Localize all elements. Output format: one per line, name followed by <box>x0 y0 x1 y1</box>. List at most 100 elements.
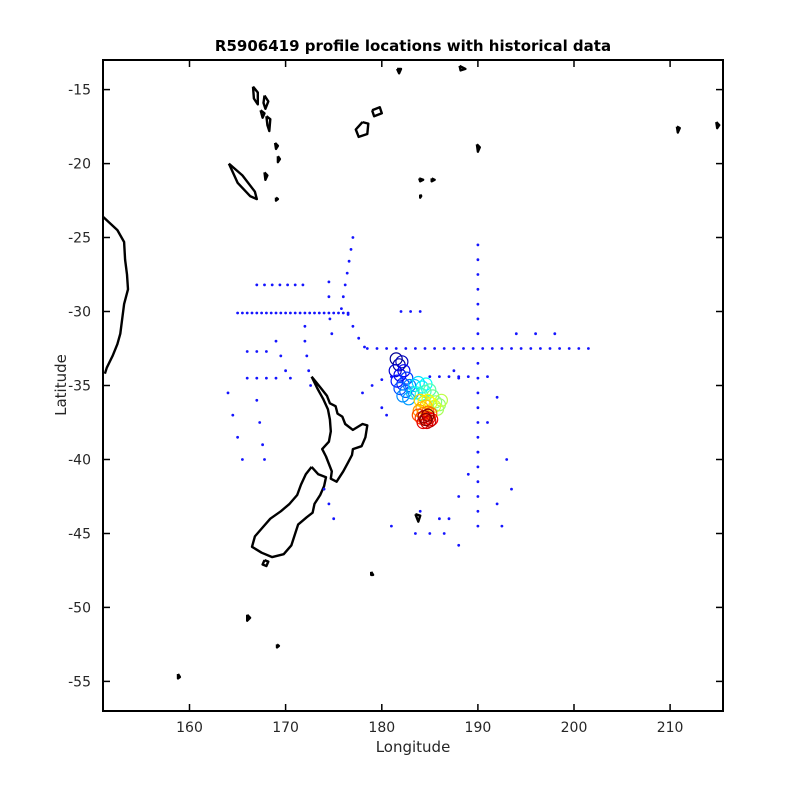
historical-profile-point <box>261 443 264 447</box>
historical-profile-point <box>414 532 417 535</box>
float-profile-marker <box>416 415 430 430</box>
historical-profile-point <box>279 311 283 315</box>
historical-profile-point <box>510 487 513 491</box>
historical-profile-point <box>260 311 263 315</box>
historical-profile-point <box>476 243 480 247</box>
float-profile-marker <box>403 378 417 393</box>
historical-profile-point <box>231 413 235 417</box>
historical-profile-point <box>476 258 480 262</box>
coastline <box>414 513 422 523</box>
historical-profile-point <box>279 354 283 358</box>
historical-profile-point <box>270 283 274 287</box>
historical-profile-point <box>349 248 353 251</box>
historical-profile-point <box>558 347 561 350</box>
coastline <box>227 162 258 201</box>
historical-profile-point <box>307 369 311 373</box>
historical-profile-point <box>241 458 244 461</box>
coastline <box>475 143 481 153</box>
historical-profile-point <box>289 311 292 315</box>
historical-profile-point <box>510 347 513 350</box>
historical-profile-point <box>269 311 273 315</box>
coastline <box>276 155 282 164</box>
historical-profile-point <box>236 311 240 315</box>
historical-profile-point <box>226 391 230 395</box>
historical-profile-point <box>363 345 366 349</box>
historical-profile-point <box>263 283 266 287</box>
float-profile-marker <box>395 355 409 369</box>
historical-profile-point <box>404 347 408 350</box>
historical-profile-point <box>274 376 278 380</box>
x-axis-label: Longitude <box>376 738 451 756</box>
historical-profile-point <box>466 472 470 476</box>
historical-profile-point <box>255 350 259 353</box>
coastline <box>251 85 259 106</box>
historical-profile-point <box>476 376 480 380</box>
x-tick-label: 170 <box>272 720 299 736</box>
historical-profile-point <box>476 302 480 306</box>
float-profile-marker <box>388 364 402 378</box>
historical-profile-point <box>414 347 417 350</box>
y-tick-label: -45 <box>68 527 91 543</box>
y-tick-label: -50 <box>68 600 91 616</box>
historical-profile-point <box>332 517 336 521</box>
float-profile-marker <box>393 368 407 382</box>
historical-profile-point <box>500 347 504 350</box>
x-tick-label: 200 <box>561 720 588 736</box>
historical-profile-point <box>457 495 461 498</box>
historical-profile-point <box>442 347 446 350</box>
historical-profile-point <box>245 350 249 353</box>
coastline <box>273 142 280 150</box>
x-tick-label: 160 <box>176 720 203 736</box>
coastline <box>265 115 272 133</box>
historical-profile-point <box>548 347 552 350</box>
historical-profile-point <box>322 311 326 315</box>
historical-profile-point <box>476 287 480 291</box>
historical-profile-point <box>327 311 331 315</box>
coastline <box>310 375 369 483</box>
historical-profile-point <box>328 317 332 321</box>
historical-profile-point <box>490 347 494 350</box>
historical-profile-point <box>313 311 316 315</box>
coastline <box>418 177 425 183</box>
historical-profile-point <box>258 421 262 424</box>
historical-profile-point <box>301 283 305 287</box>
historical-profile-point <box>293 283 297 287</box>
historical-profile-point <box>380 378 384 381</box>
historical-profile-point <box>332 311 336 315</box>
historical-profile-point <box>399 310 403 313</box>
coastline <box>458 64 467 72</box>
coastline <box>275 643 281 649</box>
x-axis: 160 170 180 190 200 210 <box>176 60 683 736</box>
coastline <box>103 215 130 375</box>
historical-profile-point <box>361 391 364 395</box>
coastline <box>675 125 681 134</box>
historical-profile-point <box>255 283 259 287</box>
coastline-layer <box>103 64 721 680</box>
historical-profile-point <box>418 509 422 513</box>
coastline <box>176 673 182 680</box>
historical-profile-point <box>476 361 480 365</box>
historical-profile-point <box>365 347 369 350</box>
historical-profile-point <box>345 271 349 275</box>
historical-profile-point <box>245 376 249 380</box>
historical-profile-point <box>278 283 282 287</box>
historical-profile-point <box>500 524 504 528</box>
historical-profile-point <box>486 375 489 378</box>
y-tick-label: -20 <box>68 157 91 173</box>
historical-profile-point <box>476 524 480 528</box>
y-tick-label: -40 <box>68 453 91 469</box>
y-axis: -15 -20 -25 -30 -35 -40 -45 -50 -55 <box>68 83 723 690</box>
coastline <box>246 613 252 622</box>
historical-profile-point <box>380 406 384 410</box>
historical-profile-point <box>438 375 441 378</box>
historical-profile-point <box>409 310 412 313</box>
historical-profile-point <box>587 347 590 350</box>
historical-profile-point <box>476 273 480 276</box>
coastline <box>419 193 423 199</box>
historical-profile-point <box>433 347 436 350</box>
historical-profile-point <box>303 339 307 343</box>
float-profile-marker <box>423 383 437 397</box>
historical-profile-point <box>265 376 268 380</box>
historical-profile-point <box>309 384 312 387</box>
historical-profile-point <box>303 324 307 328</box>
